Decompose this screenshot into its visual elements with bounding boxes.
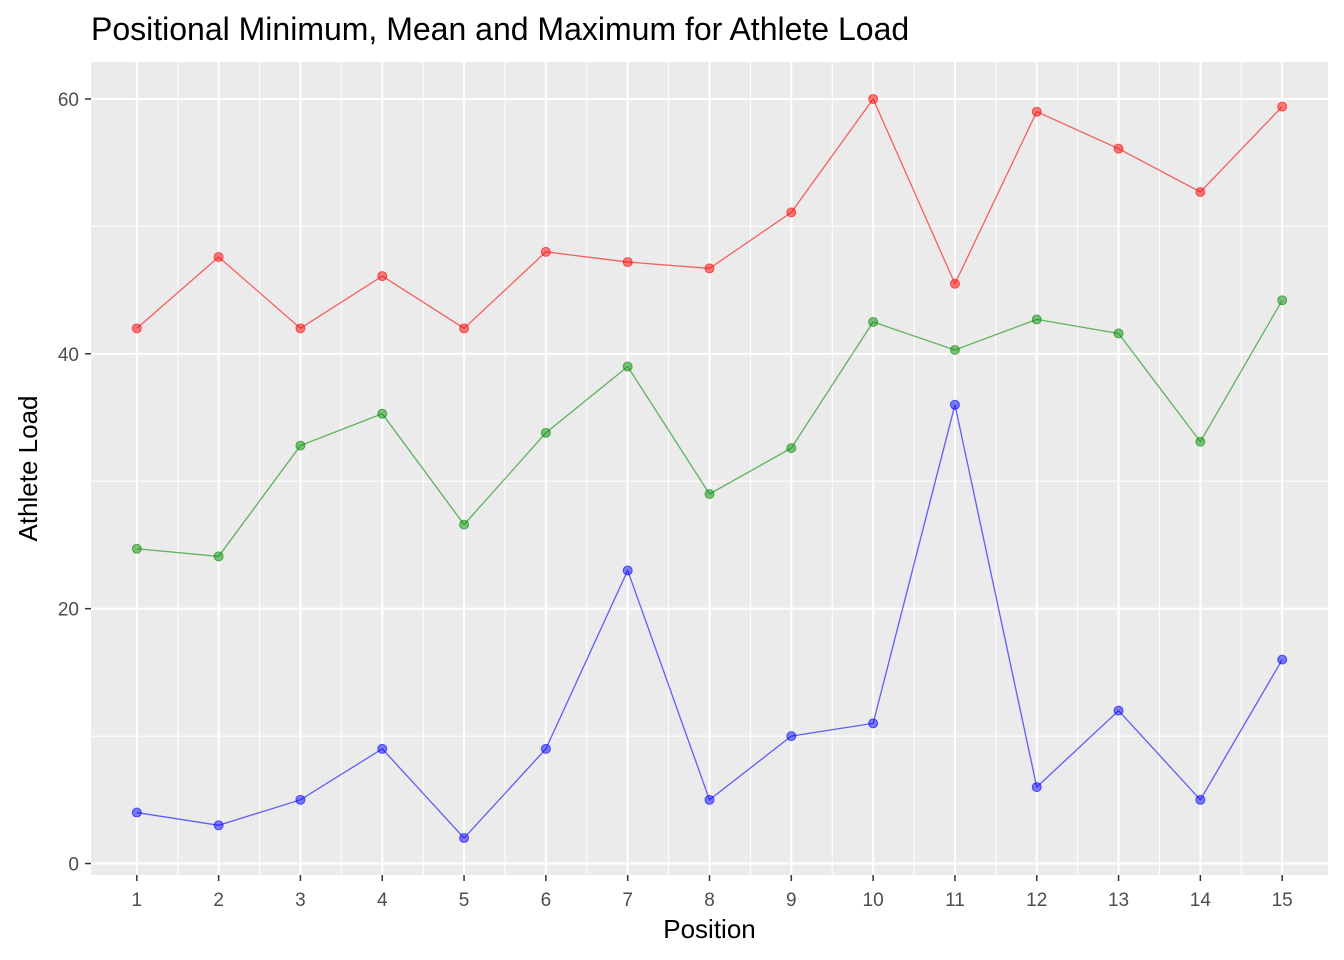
series-1-point [868,316,879,327]
series-2-point [868,718,879,729]
y-tick-label: 20 [58,600,79,621]
x-tick-label: 7 [622,890,633,911]
series-0-point [704,263,715,274]
series-0-point [622,257,633,268]
series-2-point [131,807,142,818]
series-1-point [1277,295,1288,306]
series-0-point [295,323,306,334]
x-tick-label: 2 [213,890,224,911]
series-2-point [1031,782,1042,793]
x-tick-label: 13 [1108,890,1129,911]
y-tick-label: 40 [58,345,79,366]
series-1-point [704,488,715,499]
series-0-point [949,278,960,289]
series-1-point [295,440,306,451]
x-tick-label: 12 [1026,890,1047,911]
series-2-point [377,743,388,754]
chart-title: Positional Minimum, Mean and Maximum for… [91,11,909,47]
y-axis-title: Athlete Load [13,395,43,541]
series-0-point [131,323,142,334]
series-1-point [213,551,224,562]
series-points [131,93,1288,844]
series-1-point [949,344,960,355]
series-2-point [622,565,633,576]
x-axis-title: Position [663,914,756,944]
series-1-point [1031,314,1042,325]
series-1-point [1113,328,1124,339]
series-0-point [459,323,470,334]
series-2-point [213,820,224,831]
x-tick-label: 14 [1190,890,1212,911]
series-2-point [1195,794,1206,805]
x-tick-label: 5 [459,890,470,911]
series-0-point [786,207,797,218]
series-1-point [459,519,470,530]
x-tick-label: 3 [295,890,306,911]
series-2-point [949,399,960,410]
x-axis: 1 2 3 4 5 6 7 8 9 10 11 12 13 14 15 [132,875,1293,911]
series-1-point [131,543,142,554]
series-2-point [786,731,797,742]
x-tick-label: 10 [863,890,884,911]
series-2-point [1277,654,1288,665]
series-2-point [459,833,470,844]
series-0-point [540,246,551,257]
series-1-point [622,361,633,372]
series-0-point [1195,186,1206,197]
series-0-point [868,93,879,104]
series-1-point [540,427,551,438]
series-0-point [377,271,388,282]
series-2-point [1113,705,1124,716]
y-axis: 0 20 40 60 [58,90,91,876]
x-tick-label: 6 [541,890,552,911]
x-tick-label: 15 [1272,890,1293,911]
series-2-point [704,794,715,805]
series-0-point [1113,143,1124,154]
series-0-point [1277,101,1288,112]
y-tick-label: 60 [58,90,79,111]
series-0-point [213,251,224,262]
x-tick-label: 1 [132,890,143,911]
x-tick-label: 4 [377,890,388,911]
series-0-point [1031,106,1042,117]
series-2-point [540,743,551,754]
x-tick-label: 9 [786,890,797,911]
x-tick-label: 8 [704,890,715,911]
series-1-point [1195,436,1206,447]
y-tick-label: 0 [68,855,79,876]
series-2-point [295,794,306,805]
series-1-point [786,443,797,454]
series-1-point [377,408,388,419]
x-tick-label: 11 [945,890,965,911]
